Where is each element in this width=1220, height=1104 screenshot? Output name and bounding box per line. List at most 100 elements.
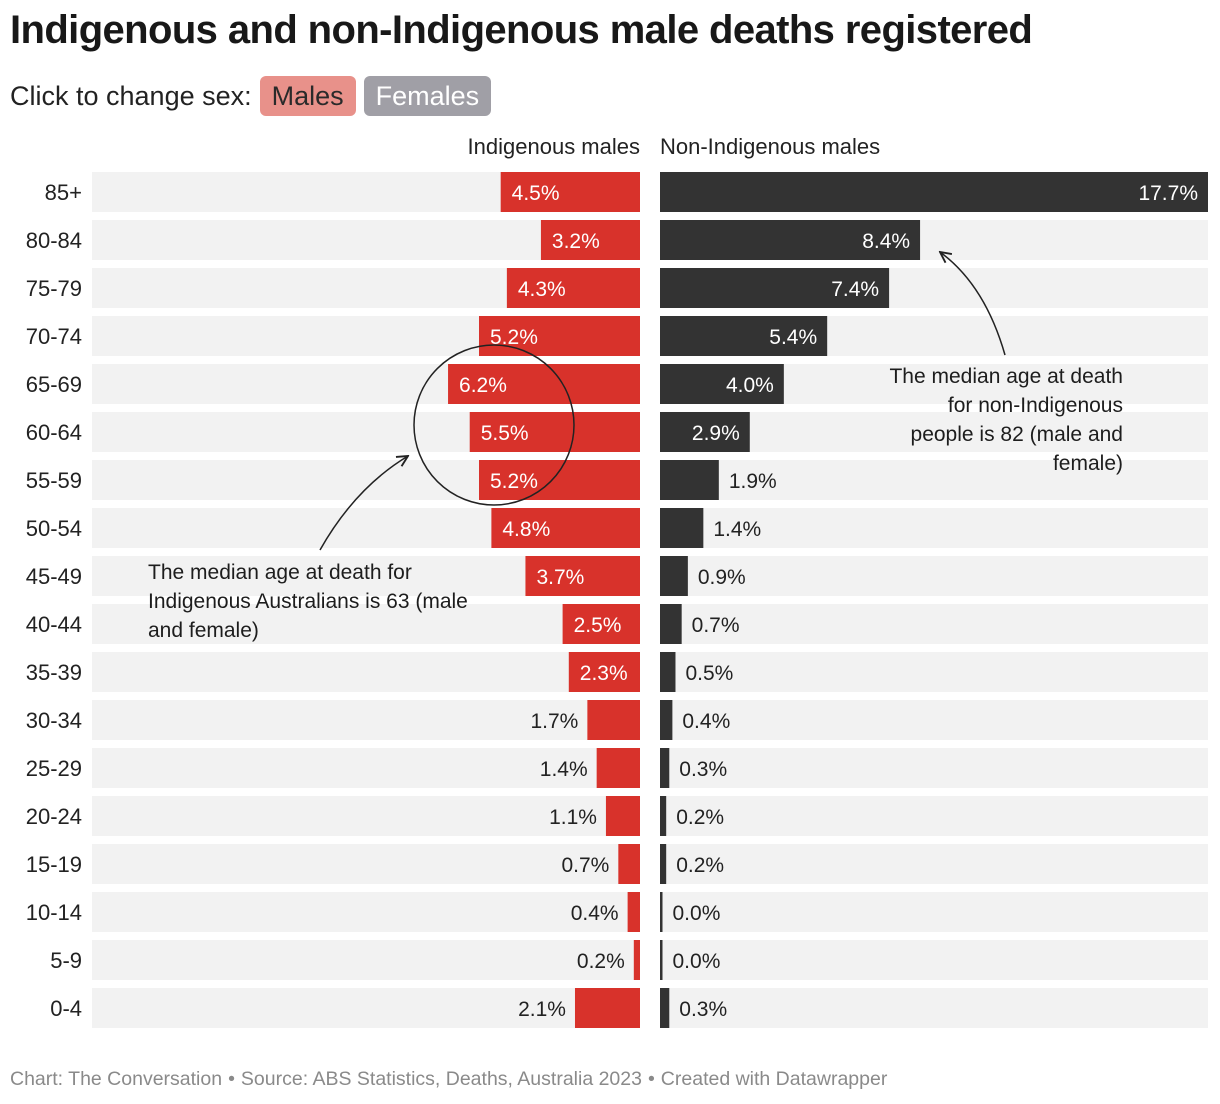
right-track-55-59 — [660, 460, 1208, 500]
non-indigenous-value-label: 0.4% — [682, 710, 730, 733]
right-track-30-34 — [660, 700, 1208, 740]
age-group-label: 10-14 — [26, 900, 82, 925]
non-indigenous-value-label: 17.7% — [1138, 182, 1198, 205]
indigenous-bar-10-14 — [627, 892, 640, 932]
non-indigenous-value-label: 5.4% — [769, 326, 817, 349]
indigenous-value-label: 3.7% — [536, 566, 584, 589]
non-indigenous-bar-70-74 — [660, 316, 828, 356]
indigenous-bar-75-79 — [506, 268, 640, 308]
indigenous-bar-60-64 — [469, 412, 640, 452]
right-track-5-9 — [660, 940, 1208, 980]
indigenous-value-label: 4.3% — [518, 278, 566, 301]
age-group-label: 5-9 — [50, 948, 82, 973]
age-group-label: 25-29 — [26, 756, 82, 781]
indigenous-value-label: 3.2% — [552, 230, 600, 253]
non-indigenous-bar-60-64 — [660, 412, 750, 452]
non-indigenous-value-label: 0.3% — [679, 998, 727, 1021]
indigenous-bar-70-74 — [479, 316, 640, 356]
indigenous-median-annotation: The median age at death for Indigenous A… — [148, 561, 468, 642]
non-indigenous-value-label: 0.0% — [673, 950, 721, 973]
age-group-label: 35-39 — [26, 660, 82, 685]
indigenous-bar-15-19 — [618, 844, 640, 884]
indigenous-bar-40-44 — [562, 604, 640, 644]
indigenous-value-label: 0.4% — [571, 902, 619, 925]
left-track-20-24 — [92, 796, 640, 836]
right-track-0-4 — [660, 988, 1208, 1028]
right-annotation-arrow — [940, 252, 1006, 356]
non-indigenous-value-label: 4.0% — [726, 374, 774, 397]
left-track-10-14 — [92, 892, 640, 932]
non-indigenous-value-label: 0.9% — [698, 566, 746, 589]
non-indigenous-bar-75-79 — [660, 268, 890, 308]
indigenous-value-label: 1.7% — [530, 710, 578, 733]
indigenous-value-label: 4.5% — [512, 182, 560, 205]
non-indigenous-value-label: 0.7% — [692, 614, 740, 637]
non-indigenous-value-label: 0.2% — [676, 806, 724, 829]
right-track-25-29 — [660, 748, 1208, 788]
indigenous-column-header: Indigenous males — [467, 134, 640, 159]
non-indigenous-bar-85-plus — [660, 172, 1208, 212]
age-group-label: 65-69 — [26, 372, 82, 397]
chart-credit: Chart: The Conversation — [10, 1068, 223, 1090]
non-indigenous-value-label: 0.2% — [676, 854, 724, 877]
left-track-30-34 — [92, 700, 640, 740]
age-group-label: 60-64 — [26, 420, 82, 445]
non-indigenous-value-label: 1.4% — [713, 518, 761, 541]
indigenous-bar-30-34 — [587, 700, 640, 740]
indigenous-value-label: 0.7% — [561, 854, 609, 877]
indigenous-bar-35-39 — [568, 652, 640, 692]
non-indigenous-value-label: 2.9% — [692, 422, 740, 445]
tool-credit: Created with Datawrapper — [660, 1068, 888, 1090]
non-indigenous-value-label: 8.4% — [862, 230, 910, 253]
left-annotation-arrow — [319, 456, 408, 551]
age-group-label: 45-49 — [26, 564, 82, 589]
indigenous-value-label: 1.1% — [549, 806, 597, 829]
age-group-label: 80-84 — [26, 228, 82, 253]
age-group-label: 50-54 — [26, 516, 82, 541]
left-track-15-19 — [92, 844, 640, 884]
indigenous-bar-0-4 — [574, 988, 640, 1028]
non-indigenous-bar-0-4 — [660, 988, 670, 1028]
age-group-label: 30-34 — [26, 708, 82, 733]
indigenous-value-label: 5.2% — [490, 326, 538, 349]
left-track-40-44 — [92, 604, 640, 644]
males-button[interactable]: Males — [259, 76, 356, 116]
age-group-label: 15-19 — [26, 852, 82, 877]
right-track-10-14 — [660, 892, 1208, 932]
left-track-35-39 — [92, 652, 640, 692]
indigenous-bar-20-24 — [605, 796, 640, 836]
age-group-label: 55-59 — [26, 468, 82, 493]
right-track-45-49 — [660, 556, 1208, 596]
indigenous-value-label: 4.8% — [502, 518, 550, 541]
indigenous-value-label: 0.2% — [577, 950, 625, 973]
non-indigenous-bar-40-44 — [660, 604, 682, 644]
right-track-60-64 — [660, 412, 1208, 452]
source-credit: Source: ABS Statistics, Deaths, Australi… — [240, 1068, 642, 1090]
sex-toggle: Click to change sex: Males Females — [10, 76, 499, 116]
females-button[interactable]: Females — [363, 76, 492, 116]
right-track-35-39 — [660, 652, 1208, 692]
indigenous-value-label: 2.3% — [580, 662, 628, 685]
indigenous-value-label: 5.2% — [490, 470, 538, 493]
right-track-20-24 — [660, 796, 1208, 836]
non-indigenous-value-label: 7.4% — [831, 278, 879, 301]
non-indigenous-bar-5-9 — [660, 940, 663, 980]
indigenous-bar-45-49 — [525, 556, 640, 596]
highlight-circle — [413, 344, 575, 506]
non-indigenous-value-label: 0.3% — [679, 758, 727, 781]
footer: Chart: The Conversation • Source: ABS Stat… — [10, 1068, 888, 1090]
indigenous-bar-25-29 — [596, 748, 640, 788]
non-indigenous-bar-65-69 — [660, 364, 784, 404]
indigenous-value-label: 6.2% — [459, 374, 507, 397]
age-group-label: 20-24 — [26, 804, 82, 829]
indigenous-value-label: 2.5% — [574, 614, 622, 637]
age-group-label: 70-74 — [26, 324, 82, 349]
non-indigenous-bar-50-54 — [660, 508, 704, 548]
indigenous-bar-55-59 — [479, 460, 640, 500]
indigenous-bar-5-9 — [633, 940, 640, 980]
right-track-40-44 — [660, 604, 1208, 644]
indigenous-bar-50-54 — [491, 508, 640, 548]
indigenous-value-label: 5.5% — [481, 422, 529, 445]
non-indigenous-value-label: 0.5% — [685, 662, 733, 685]
non-indigenous-bar-10-14 — [660, 892, 663, 932]
